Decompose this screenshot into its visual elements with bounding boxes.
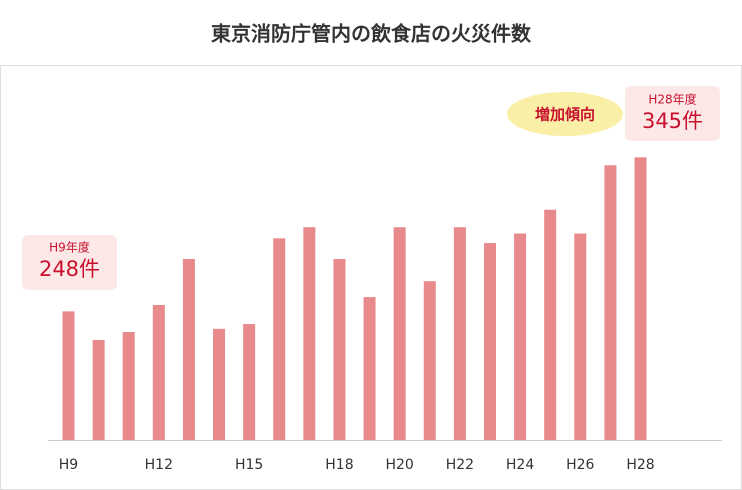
callout-box bbox=[625, 86, 720, 141]
x-tick-label: H18 bbox=[325, 457, 353, 473]
chart-title: 東京消防庁管内の飲食店の火災件数 bbox=[211, 22, 532, 46]
callout-header: H28年度 bbox=[648, 92, 696, 107]
bar bbox=[514, 233, 527, 440]
bar bbox=[574, 233, 587, 440]
bar bbox=[333, 258, 346, 440]
bar bbox=[363, 297, 376, 440]
x-tick-label: H26 bbox=[566, 457, 594, 473]
bar bbox=[62, 311, 75, 440]
bar bbox=[393, 227, 406, 440]
x-tick-label: H24 bbox=[506, 457, 534, 473]
value-label: 345件 bbox=[642, 109, 703, 133]
bar bbox=[604, 165, 617, 440]
bar bbox=[634, 157, 647, 440]
bar bbox=[122, 332, 135, 440]
bar bbox=[423, 281, 436, 440]
bar bbox=[303, 227, 316, 440]
bar bbox=[243, 324, 256, 440]
bar bbox=[182, 258, 195, 440]
bar bbox=[544, 209, 557, 440]
bar bbox=[213, 328, 226, 440]
x-tick-label: H20 bbox=[385, 457, 413, 473]
x-tick-label: H28 bbox=[626, 457, 654, 473]
x-tick-label: H9 bbox=[59, 457, 78, 473]
callout-header: H9年度 bbox=[49, 240, 90, 255]
bar bbox=[483, 243, 496, 440]
value-label: 248件 bbox=[39, 257, 100, 281]
bar bbox=[273, 238, 286, 440]
annotation: 増加傾向 bbox=[535, 106, 595, 124]
x-tick-label: H22 bbox=[446, 457, 474, 473]
annotation-bubble bbox=[507, 92, 623, 136]
bar bbox=[152, 305, 165, 440]
callout-box bbox=[22, 235, 117, 290]
x-tick-label: H12 bbox=[145, 457, 173, 473]
bar bbox=[92, 339, 105, 440]
bar bbox=[453, 227, 466, 440]
x-tick-label: H15 bbox=[235, 457, 263, 473]
